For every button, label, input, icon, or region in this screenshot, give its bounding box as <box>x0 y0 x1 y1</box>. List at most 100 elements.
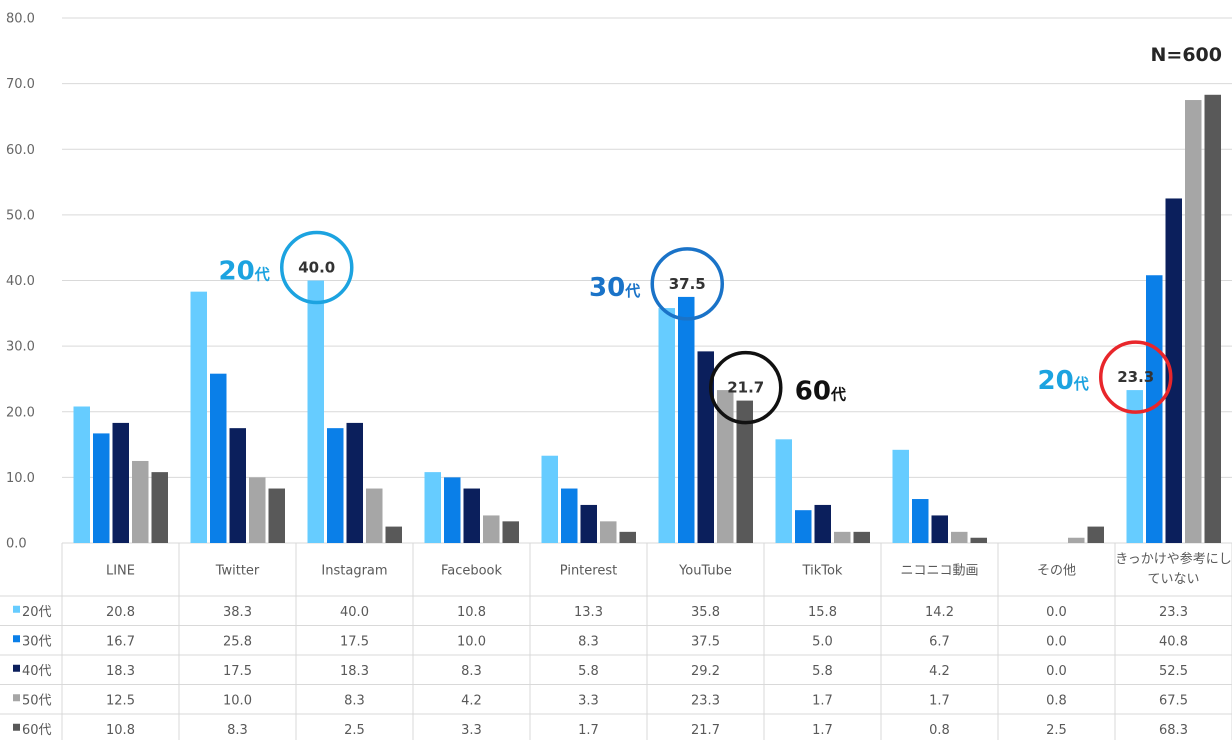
y-tick-label: 40.0 <box>6 274 35 289</box>
table-cell: 8.3 <box>461 664 482 679</box>
table-cell: 4.2 <box>929 664 950 679</box>
bar <box>658 308 675 543</box>
bar <box>327 428 344 543</box>
bar <box>814 504 831 543</box>
bar <box>366 488 383 543</box>
table-cell: 5.0 <box>812 634 833 649</box>
table-cell: 0.8 <box>929 723 950 738</box>
bar <box>463 488 480 543</box>
table-cell: 0.8 <box>1046 693 1067 708</box>
table-cell: 13.3 <box>574 605 603 620</box>
table-cell: 23.3 <box>691 693 720 708</box>
bar <box>1146 275 1163 543</box>
bar <box>424 472 441 543</box>
bar <box>268 488 285 543</box>
table-cell: 23.3 <box>1159 605 1188 620</box>
table-cell: 4.2 <box>461 693 482 708</box>
bar <box>678 296 695 543</box>
bar <box>775 439 792 543</box>
bar <box>483 515 500 543</box>
highlight-circle <box>1099 340 1173 414</box>
bar <box>912 499 929 543</box>
legend-swatch <box>13 694 20 702</box>
bar <box>970 537 987 543</box>
category-label: TikTok <box>802 564 843 579</box>
table-cell: 5.8 <box>578 664 599 679</box>
category-label: YouTube <box>678 564 732 579</box>
table-cell: 1.7 <box>812 723 833 738</box>
table-cell: 12.5 <box>106 693 135 708</box>
table-cell: 20.8 <box>106 605 135 620</box>
bar <box>1165 198 1182 543</box>
table-cell: 17.5 <box>340 634 369 649</box>
bar <box>619 531 636 543</box>
bar <box>112 422 129 543</box>
series-label: 50代 <box>22 693 52 708</box>
bar <box>307 280 324 543</box>
highlight-circle <box>650 247 724 321</box>
bar <box>385 526 402 543</box>
category-label: ていない <box>1147 572 1199 587</box>
highlight-circle <box>709 350 783 425</box>
category-label: Facebook <box>441 564 503 579</box>
table-cell: 3.3 <box>461 723 482 738</box>
highlight-value: 37.5 <box>669 275 706 293</box>
highlight-value: 23.3 <box>1117 368 1154 386</box>
table-cell: 1.7 <box>929 693 950 708</box>
bar <box>853 531 870 543</box>
bar <box>892 449 909 543</box>
table-cell: 10.0 <box>457 634 486 649</box>
y-tick-label: 50.0 <box>6 208 35 223</box>
table-cell: 8.3 <box>227 723 248 738</box>
table-cell: 1.7 <box>812 693 833 708</box>
table-cell: 40.0 <box>340 605 369 620</box>
legend-swatch <box>13 664 20 672</box>
bar <box>834 531 851 543</box>
bar <box>210 373 227 543</box>
legend-swatch <box>13 723 20 731</box>
table-cell: 0.0 <box>1046 634 1067 649</box>
table-cell: 25.8 <box>223 634 252 649</box>
age-group-callout: 20代 <box>1038 366 1089 396</box>
highlight-value: 40.0 <box>298 259 335 277</box>
bar <box>132 460 149 543</box>
bar <box>1204 94 1221 543</box>
bar <box>795 510 812 543</box>
table-cell: 52.5 <box>1159 664 1188 679</box>
table-cell: 3.3 <box>578 693 599 708</box>
bar <box>561 488 578 543</box>
highlight-value: 21.7 <box>727 379 764 397</box>
bar <box>249 477 266 543</box>
y-tick-label: 60.0 <box>6 143 35 158</box>
bar <box>600 521 617 543</box>
category-label: LINE <box>106 564 135 579</box>
table-cell: 35.8 <box>691 605 720 620</box>
legend-swatch <box>13 605 20 613</box>
sample-size-label: N=600 <box>1151 44 1222 66</box>
bar <box>697 351 714 543</box>
y-tick-label: 70.0 <box>6 77 35 92</box>
table-cell: 1.7 <box>578 723 599 738</box>
y-tick-label: 0.0 <box>6 537 27 552</box>
category-label: Instagram <box>321 564 387 579</box>
age-group-callout: 20代 <box>219 257 270 287</box>
category-label: その他 <box>1037 564 1076 579</box>
table-cell: 15.8 <box>808 605 837 620</box>
table-cell: 8.3 <box>344 693 365 708</box>
bar <box>1068 537 1085 543</box>
table-cell: 0.0 <box>1046 605 1067 620</box>
bar <box>736 400 753 543</box>
y-tick-label: 10.0 <box>6 471 35 486</box>
table-cell: 5.8 <box>812 664 833 679</box>
table-cell: 37.5 <box>691 634 720 649</box>
series-label: 30代 <box>22 634 52 649</box>
bar <box>229 428 246 543</box>
table-cell: 18.3 <box>106 664 135 679</box>
highlight-circle <box>280 230 354 305</box>
table-cell: 40.8 <box>1159 634 1188 649</box>
bar <box>151 472 168 543</box>
y-tick-label: 20.0 <box>6 405 35 420</box>
table-cell: 2.5 <box>1046 723 1067 738</box>
table-cell: 10.8 <box>457 605 486 620</box>
